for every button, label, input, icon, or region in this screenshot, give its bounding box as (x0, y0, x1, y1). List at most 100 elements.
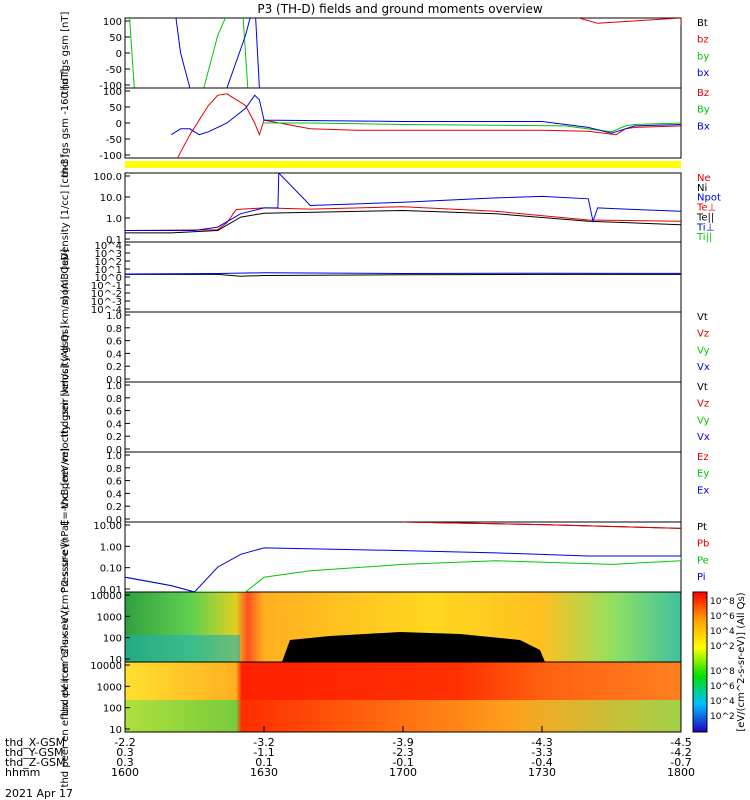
y-tick-label: 100.0 (93, 172, 122, 183)
y-tick-label: 0.8 (106, 394, 122, 405)
series-Ni (125, 209, 681, 234)
orbit-value: 1700 (389, 766, 417, 779)
y-tick-label: 10^3 (95, 249, 122, 260)
y-axis-label: E=-VxB [mV/m] (60, 448, 71, 526)
panel-9: 10000 1000 100 10 thd peer en eflux eV (cm^2… (60, 606, 130, 787)
legend-entry: Pt (697, 522, 707, 533)
y-tick-label: 50 (109, 103, 122, 114)
legend-entry: By (697, 105, 710, 116)
orbit-row-label: hhmm (5, 766, 40, 779)
y-tick-label: 10000 (90, 661, 122, 672)
date-label: 2021 Apr 17 (5, 787, 73, 800)
y-tick-label: 10^4 (95, 241, 122, 252)
orbit-value: -4.3 (531, 736, 552, 749)
orbit-value: -2.3 (392, 746, 413, 759)
series-Ti⊥ (125, 272, 681, 275)
y-tick-label: 100 (103, 634, 122, 645)
y-tick-label: 10^-2 (91, 289, 122, 300)
y-tick-label: 1.00 (100, 542, 122, 553)
y-axis-label: Pressure [nPa] (60, 521, 71, 593)
orbit-value: -2.2 (114, 736, 135, 749)
y-tick-label: 10.00 (93, 521, 122, 532)
y-tick-label: 0.6 (106, 407, 122, 418)
y-axis-label: Density [1/cc] [cm-3] (60, 154, 71, 260)
y-tick-label: 10^2 (95, 257, 122, 268)
panel-3: 10^410^310^210^110^010^-110^-210^-310^-4… (60, 241, 682, 316)
series-Te|| (125, 273, 681, 277)
panel-frame (124, 241, 682, 313)
orbit-value: 0.1 (255, 756, 273, 769)
series-bz (577, 18, 681, 25)
panel-1: 100 50 0 -50 -100 thd fgs gsm -160 [nT] Bz By Bx (60, 69, 710, 178)
orbit-value: -0.4 (531, 756, 552, 769)
legend-entry: Npot (697, 193, 721, 204)
y-tick-label: 0.0 (106, 515, 122, 526)
orbit-value: -3.2 (253, 736, 274, 749)
legend-entry: Vz (697, 329, 709, 340)
series-bx (175, 18, 681, 88)
y-tick-label: 10^-1 (91, 281, 122, 292)
orbit-value: 0.3 (116, 746, 134, 759)
series-Pi (125, 547, 681, 592)
series-by (129, 18, 256, 88)
legend-entry: Vt (697, 382, 708, 393)
y-tick-label: 10.0 (100, 193, 122, 204)
legend-entry: by (697, 51, 709, 62)
colorbar-tick: 10^6 (710, 612, 735, 622)
legend-entry: Bx (697, 121, 710, 132)
orbit-value: 1630 (250, 766, 278, 779)
series-Ne (125, 206, 681, 231)
orbit-value: 1600 (111, 766, 139, 779)
panel-frame (124, 381, 682, 453)
y-tick-label: 10 (109, 655, 122, 666)
legend-entry: Ex (697, 485, 709, 496)
y-tick-label: 10^1 (95, 265, 122, 276)
legend-entry: Te|| (696, 212, 714, 223)
series-Npot (125, 173, 681, 231)
y-tick-label: 0.10 (100, 564, 122, 575)
panel-2: 100.0 10.0 1.0 0.1 Density [1/cc] [cm-3] NeNi… (60, 154, 721, 260)
panel-8: 10000 1000 100 10 thd peir en eflux eV (cm^2… (60, 538, 130, 716)
legend-entry: Pe (697, 555, 709, 566)
panel-frame (124, 311, 682, 383)
colorbar-tick: 10^8 (710, 667, 735, 677)
y-tick-label: 10^-3 (91, 297, 122, 308)
legend-entry: Te⊥ (696, 203, 716, 214)
panel-frame (124, 451, 682, 523)
legend-entry: Ey (697, 469, 709, 480)
panel-frame (124, 17, 682, 89)
y-tick-label: -50 (106, 65, 122, 76)
legend-entry: Pi (697, 572, 706, 583)
legend-entry: bx (697, 68, 709, 79)
legend-entry: Vx (697, 432, 710, 443)
series-By (264, 122, 681, 133)
y-axis-label: thd fgs gsm -160 [nT] (60, 69, 71, 178)
y-tick-label: 1.0 (106, 214, 122, 225)
orbit-value: 1730 (528, 766, 556, 779)
y-tick-label: 0.8 (106, 464, 122, 475)
legend-entry: Ti|| (696, 232, 712, 243)
series-Pb (402, 522, 681, 529)
legend-entry: Bt (697, 18, 708, 29)
y-axis-label: thd peir velocity gsm [km/s] (All Qs) (60, 257, 71, 438)
y-tick-label: 0.0 (106, 445, 122, 456)
y-axis-label: thd peer velocity gsm [km/s] (All Qs) (60, 325, 71, 509)
y-tick-label: 0.4 (106, 489, 122, 500)
colorbar-tick: 10^4 (710, 627, 735, 637)
orbit-value: 1800 (667, 766, 695, 779)
y-tick-label: 0.2 (106, 502, 122, 513)
series-Pe (125, 556, 681, 592)
legend-entry: Ez (697, 452, 709, 463)
legend-entry: Vx (697, 362, 710, 373)
orbit-row-label: thd_Y-GSM (5, 746, 64, 759)
y-tick-label: -100 (99, 81, 122, 92)
colorbar-tick: 10^2 (710, 642, 735, 652)
legend-entry: Ne (697, 173, 711, 184)
colorbar-tick: 10^4 (710, 697, 735, 707)
orbit-value: -3.3 (531, 746, 552, 759)
y-tick-label: 0.8 (106, 324, 122, 335)
y-tick-label: 0.4 (106, 419, 122, 430)
y-axis-label: thd peir en eflux eV (cm^2-s-sr-eV) (60, 538, 71, 716)
y-axis-label: thd peer en eflux eV (cm^2-s-sr-eV) (60, 606, 71, 787)
